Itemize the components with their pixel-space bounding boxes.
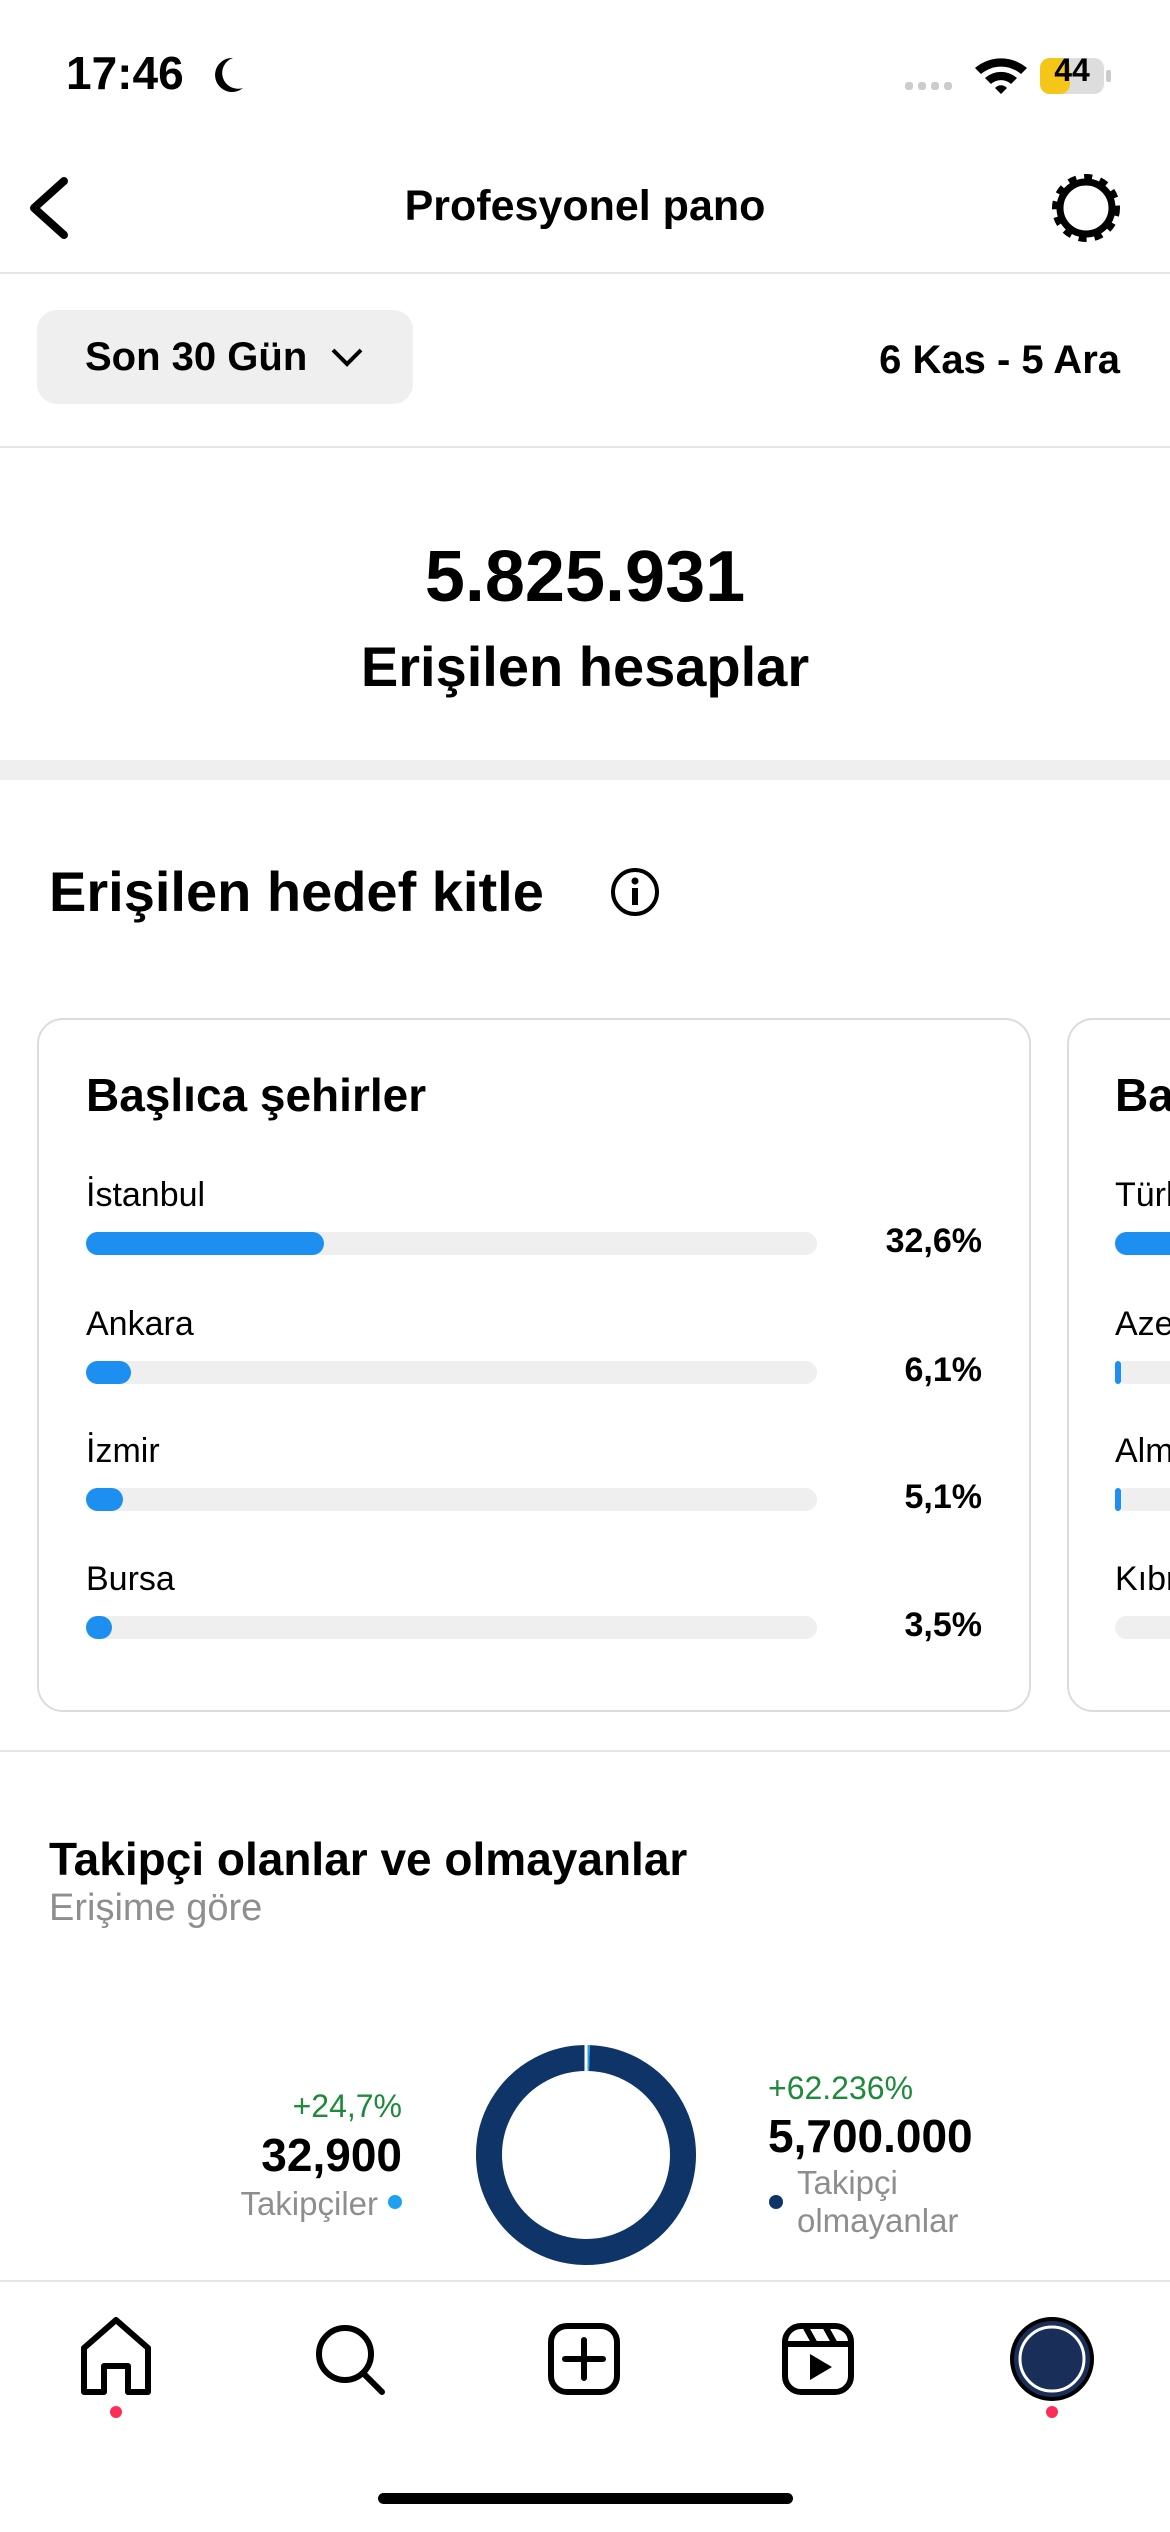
nonfollowers-change: +62.236% [768,2070,914,2106]
section-title: Erişilen hedef kitle [49,860,544,923]
nonfollowers-value: 5,700.000 [768,2110,973,2162]
section-gap [0,760,1170,780]
bar-track [1115,1232,1170,1255]
bar-track [1115,1488,1170,1511]
followers-title: Takipçi olanlar ve olmayanlar [49,1833,688,1885]
city-name: Ankara [86,1305,194,1343]
reach-value: 5.825.931 [424,537,746,617]
tab-icons [81,2317,1094,2418]
city-percent: 32,6% [885,1222,982,1260]
back-button[interactable] [20,175,80,241]
donut-segment [476,2045,696,2265]
legend-dot [388,2195,402,2209]
country-name: Kıbr [1115,1560,1170,1598]
bar-track [86,1232,817,1255]
city-name: Bursa [86,1560,175,1598]
status-icons [905,58,1111,94]
followers-value: 32,900 [261,2129,402,2181]
home-indicator [378,2493,793,2504]
tab-bar [0,2280,1170,2532]
bar [1115,1232,1170,1255]
city-percent: 5,1% [904,1478,983,1516]
country-name: Alm [1115,1432,1170,1470]
bar [86,1361,131,1384]
info-icon[interactable] [609,866,661,918]
moon-icon [215,57,243,92]
card-title: Ba [1115,1069,1170,1121]
divider [0,446,1170,448]
battery-level: 44 [1054,52,1090,88]
reach-label: Erişilen hesaplar [360,635,810,698]
nonfollowers-label: Takipçi olmayanlar [797,2164,959,2239]
bar [1115,1488,1121,1511]
country-name: Aze [1115,1305,1170,1343]
page-title: Profesyonel pano [404,182,766,230]
bar-track [1115,1361,1170,1384]
followers-label: Takipçiler [240,2185,378,2222]
divider [0,272,1170,274]
bar-track [86,1488,817,1511]
status-time: 17:46 [66,47,184,99]
country-name: Türk [1115,1176,1170,1214]
countries-card: Ba Türk Aze Alm Kıbr [1067,1018,1170,1712]
bar-track [86,1361,817,1384]
card-title: Başlıca şehirler [86,1069,427,1121]
bar [86,1616,112,1639]
bar [86,1232,325,1255]
cities-card: Başlıca şehirler İstanbul 32,6% Ankara 6,1%… [37,1018,1031,1712]
period-button[interactable]: Son 30 Gün [37,310,413,404]
bar-track [86,1616,817,1639]
bar [1115,1361,1121,1384]
settings-button[interactable] [1050,172,1122,244]
city-percent: 3,5% [904,1606,983,1644]
donut-chart [476,2044,696,2265]
period-label: Son 30 Gün [85,335,308,379]
bar-track [1115,1616,1170,1639]
divider [0,1750,1170,1752]
followers-subtitle: Erişime göre [49,1887,263,1929]
city-name: İzmir [86,1432,160,1470]
followers-change: +24,7% [292,2088,402,2124]
date-range: 6 Kas - 5 Ara [879,338,1120,382]
chevron [331,348,363,367]
city-percent: 6,1% [904,1351,983,1389]
bar [86,1488,124,1511]
city-name: İstanbul [86,1176,206,1214]
legend-dot [769,2195,783,2209]
